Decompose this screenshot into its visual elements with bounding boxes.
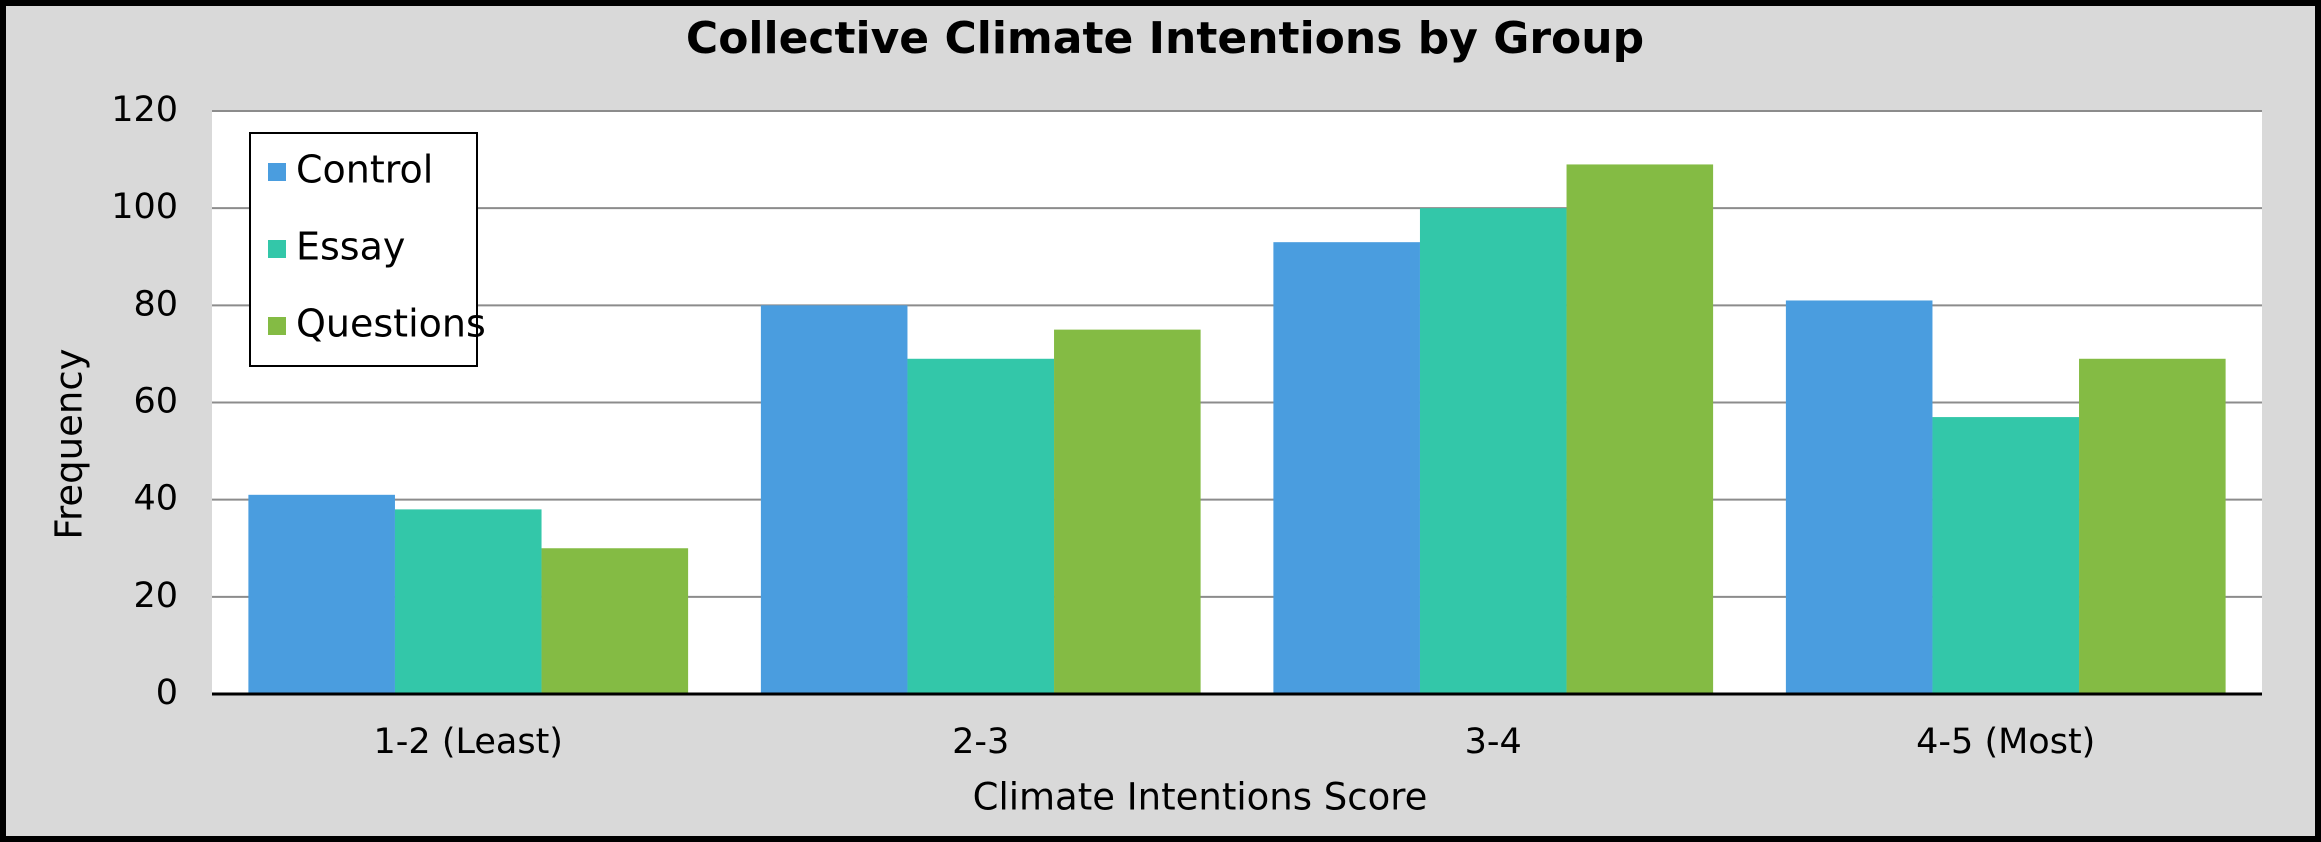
legend-label: Essay [296,225,405,269]
x-tick-label: 3-4 [1465,722,1522,762]
bar [248,494,395,694]
bar [1273,242,1420,695]
y-tick-label: 100 [111,187,178,227]
legend-swatch [268,317,286,335]
y-tick-label: 0 [156,673,178,713]
bar [1419,208,1567,694]
bar [1932,417,2080,694]
bar [1054,329,1201,694]
legend-swatch [268,240,286,258]
bar [907,358,1055,694]
bar [1566,164,1714,695]
y-tick-label: 120 [111,90,178,130]
x-tick-label: 4-5 (Most) [1916,722,2095,762]
y-tick-label: 20 [133,576,178,616]
y-tick-label: 60 [133,382,178,422]
x-axis-title: Climate Intentions Score [973,776,1428,819]
y-tick-label: 40 [133,479,178,519]
bar [760,305,908,694]
x-tick-label: 1-2 (Least) [374,722,563,762]
legend-label: Questions [296,302,486,346]
bar [2079,358,2226,694]
y-tick-label: 80 [133,284,178,324]
y-axis-title: Frequency [48,348,91,539]
legend-box [249,132,478,367]
bar [541,548,689,694]
bar [394,509,542,694]
bar [1785,300,1933,694]
legend-label: Control [296,148,433,192]
chart-title: Collective Climate Intentions by Group [686,13,1644,64]
legend-swatch [268,163,286,181]
x-tick-label: 2-3 [952,722,1009,762]
